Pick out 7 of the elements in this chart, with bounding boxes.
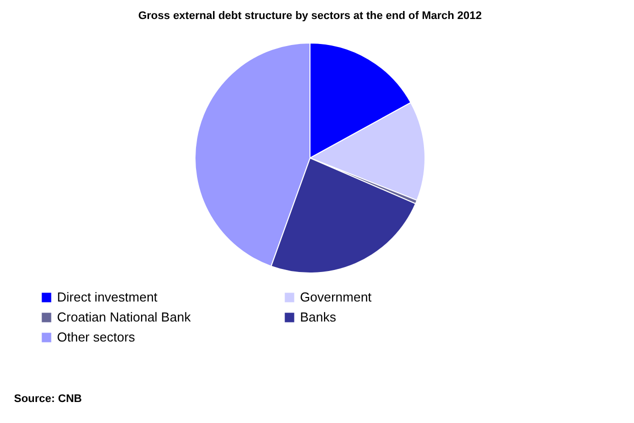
legend-label: Direct investment [57,290,158,305]
legend-label: Banks [300,310,337,324]
legend-label: Other sectors [57,330,136,344]
legend-label: Croatian National Bank [57,310,192,324]
chart-title: Gross external debt structure by sectors at the end of March 2012 [138,10,482,22]
legend-label: Government [300,290,372,305]
source-note: Source: CNB [14,393,82,405]
